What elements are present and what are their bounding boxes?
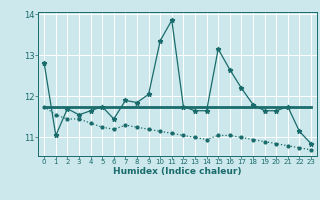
X-axis label: Humidex (Indice chaleur): Humidex (Indice chaleur) [113, 167, 242, 176]
